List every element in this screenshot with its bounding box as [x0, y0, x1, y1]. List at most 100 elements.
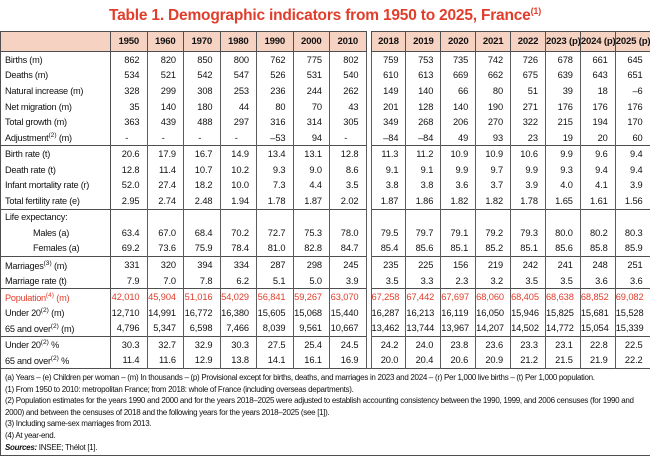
- table-row: Deaths (m) 534 521 542 547 526 531 540 610 613 669…: [0, 67, 650, 84]
- data-cell: 268: [405, 114, 442, 130]
- row-label: Births (m): [0, 51, 111, 68]
- data-cell: 176: [614, 98, 650, 115]
- data-cell: 78.0: [329, 225, 367, 241]
- data-cell: [370, 208, 407, 226]
- data-cell: [110, 208, 148, 226]
- table-row: Males (a) 63.4 67.0 68.4 70.2 72.7 75.3 78.0 79.…: [0, 225, 650, 241]
- data-cell: 1.61: [579, 193, 616, 210]
- data-cell: 236: [256, 83, 294, 99]
- row-label-text: Females (a): [33, 243, 80, 254]
- data-cell: 140: [146, 98, 184, 115]
- year-column-header: 2024 (p): [579, 31, 616, 53]
- data-cell: 14,207: [475, 320, 512, 337]
- data-cell: 54,029: [219, 288, 257, 305]
- row-label-unit: (m): [56, 101, 72, 112]
- footnote-row: (a) Years – (e) Children per woman – (m)…: [0, 368, 650, 457]
- data-cell: 23.6: [475, 335, 512, 353]
- data-cell: 526: [256, 67, 294, 84]
- data-cell: 8,039: [256, 320, 294, 337]
- data-cell: [510, 208, 546, 226]
- data-cell: 67.0: [146, 225, 184, 241]
- table-body: Births (m) 862 820 850 800 762 775 802 759 753 735…: [0, 51, 650, 369]
- row-label: Infant mortality rate (r): [0, 177, 111, 194]
- row-label: Males (a): [0, 225, 111, 241]
- row-label-unit: %: [58, 355, 70, 366]
- data-cell: 4.1: [579, 177, 616, 194]
- data-cell: 20.0: [370, 352, 407, 369]
- data-cell: 17.9: [146, 145, 184, 162]
- data-cell: 262: [329, 83, 367, 99]
- data-cell: 78.4: [219, 240, 257, 257]
- row-label: Net migration (m): [0, 98, 111, 115]
- data-cell: 19: [544, 129, 581, 146]
- data-cell: 334: [219, 256, 257, 273]
- row-label: Death rate (t): [0, 161, 111, 178]
- data-cell: 79.7: [405, 225, 442, 241]
- data-cell: 80.3: [614, 225, 650, 241]
- data-cell: 5.0: [292, 272, 330, 289]
- row-label-superscript: (2): [40, 307, 49, 315]
- data-cell: -: [110, 129, 148, 146]
- data-cell: 85.6: [544, 240, 581, 257]
- row-label-text: 65 and over: [5, 355, 51, 366]
- sources-label: Sources:: [5, 442, 37, 452]
- data-cell: 271: [510, 98, 546, 115]
- data-cell: 20.6: [110, 145, 148, 162]
- data-cell: 80: [475, 83, 512, 99]
- row-label-unit: (m): [67, 86, 84, 97]
- demographic-table: 1950 1960 1970 1980 1990 2000 2010 2018 2019 2020…: [0, 31, 650, 457]
- data-cell: 79.1: [440, 225, 477, 241]
- data-cell: -: [146, 129, 184, 146]
- row-label-text: Life expectancy:: [5, 212, 68, 223]
- data-cell: 225: [405, 256, 442, 273]
- data-cell: 9.4: [614, 161, 650, 178]
- data-cell: [329, 208, 367, 226]
- data-cell: 44: [219, 98, 257, 115]
- column-gap: [366, 161, 371, 178]
- data-cell: 15,946: [510, 304, 546, 321]
- data-cell: 15,825: [544, 304, 581, 321]
- data-cell: 85.9: [614, 240, 650, 257]
- sources-text: INSEE; Thélot [1].: [36, 442, 98, 452]
- column-gap: [366, 51, 371, 68]
- data-cell: 16,119: [440, 304, 477, 321]
- row-label-unit: (t): [39, 149, 51, 160]
- row-label-text: Marriages: [5, 260, 44, 271]
- data-cell: 67,697: [440, 288, 477, 305]
- data-cell: 3.3: [405, 272, 442, 289]
- data-cell: 7.9: [110, 272, 148, 289]
- data-cell: 68.4: [183, 225, 221, 241]
- row-label: Population(4) (m): [0, 288, 111, 305]
- data-cell: 314: [292, 114, 330, 130]
- data-cell: 775: [292, 51, 330, 68]
- data-cell: 7.3: [256, 177, 294, 194]
- data-cell: 68,638: [544, 288, 581, 305]
- data-cell: 51: [510, 83, 546, 99]
- data-cell: 206: [440, 114, 477, 130]
- data-cell: 12.9: [183, 352, 221, 369]
- data-cell: 244: [292, 83, 330, 99]
- row-label: Total fertility rate (e): [0, 193, 111, 210]
- table-row: Infant mortality rate (r) 52.0 27.4 18.2 10.…: [0, 177, 650, 194]
- data-cell: 1.65: [544, 193, 581, 210]
- data-cell: [440, 208, 477, 226]
- data-cell: 8.6: [329, 161, 367, 178]
- data-cell: 645: [614, 51, 650, 68]
- data-cell: 10.2: [219, 161, 257, 178]
- data-cell: [292, 208, 330, 226]
- column-gap: [366, 336, 371, 353]
- column-gap: [366, 67, 371, 84]
- column-gap: [366, 83, 371, 99]
- data-cell: 675: [510, 67, 546, 84]
- data-cell: 79.2: [475, 225, 512, 241]
- data-cell: 140: [440, 98, 477, 115]
- row-label-text: Infant mortality rate: [5, 180, 79, 191]
- data-cell: 15,605: [256, 304, 294, 321]
- data-cell: 3.5: [370, 272, 407, 289]
- data-cell: 3.6: [579, 272, 616, 289]
- row-label: Life expectancy:: [0, 208, 111, 226]
- data-cell: [544, 208, 581, 226]
- row-label-unit: (m): [27, 54, 43, 65]
- year-column-header: 2025 (p): [614, 31, 650, 53]
- data-cell: 1.82: [440, 193, 477, 210]
